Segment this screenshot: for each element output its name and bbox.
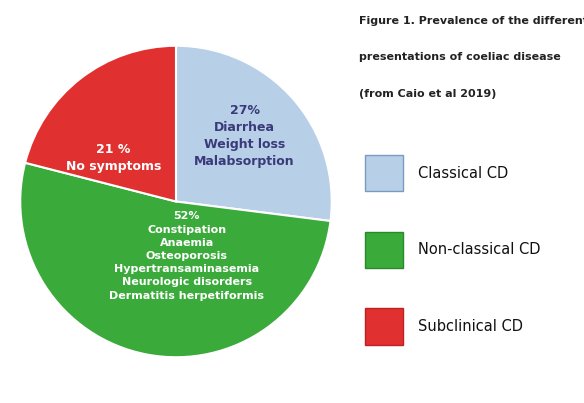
Text: Non-classical CD: Non-classical CD xyxy=(418,242,540,258)
Wedge shape xyxy=(176,46,332,221)
Wedge shape xyxy=(25,46,176,202)
Text: Subclinical CD: Subclinical CD xyxy=(418,319,523,334)
Text: 21 %
No symptoms: 21 % No symptoms xyxy=(66,143,161,173)
Text: (from Caio et al 2019): (from Caio et al 2019) xyxy=(359,89,496,99)
Text: Figure 1. Prevalence of the different: Figure 1. Prevalence of the different xyxy=(359,16,584,26)
Text: Classical CD: Classical CD xyxy=(418,166,508,181)
Text: 52%
Constipation
Anaemia
Osteoporosis
Hypertransaminasemia
Neurologic disorders
: 52% Constipation Anaemia Osteoporosis Hy… xyxy=(109,212,265,301)
Wedge shape xyxy=(20,163,331,357)
Text: presentations of coeliac disease: presentations of coeliac disease xyxy=(359,52,561,62)
Text: 27%
Diarrhea
Weight loss
Malabsorption: 27% Diarrhea Weight loss Malabsorption xyxy=(194,104,295,168)
